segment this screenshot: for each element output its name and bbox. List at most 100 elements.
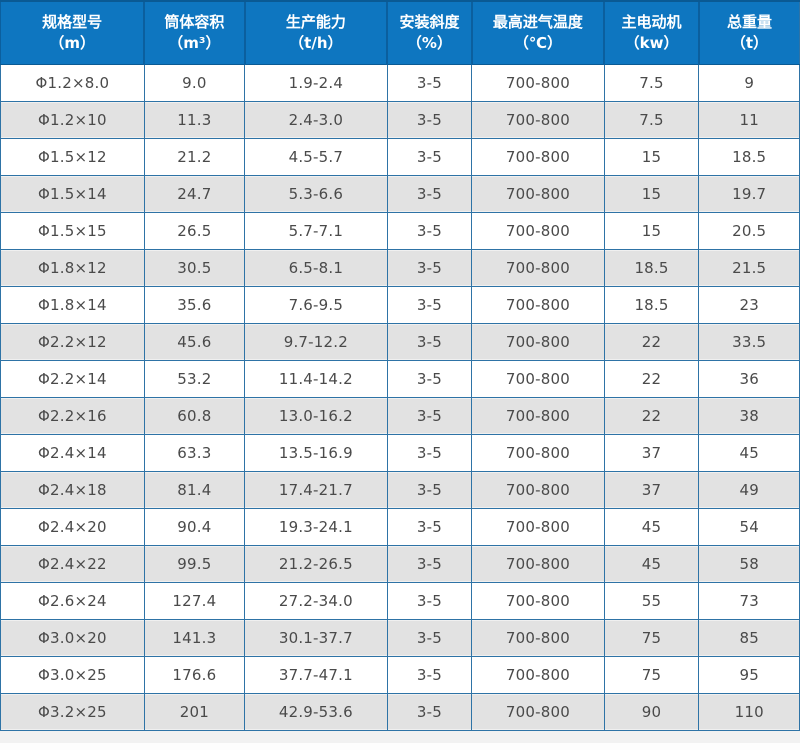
column-header-1: 筒体容积 （m³）	[143, 0, 245, 65]
table-cell: 700-800	[471, 323, 605, 361]
table-cell: 1.9-2.4	[244, 64, 388, 102]
table-cell: 13.5-16.9	[244, 434, 388, 472]
table-cell: 3-5	[386, 397, 473, 435]
table-cell: 54	[698, 508, 800, 546]
table-cell: 15	[603, 175, 700, 213]
table-cell: 90	[603, 693, 700, 731]
table-cell: 33.5	[698, 323, 800, 361]
table-cell: 19.3-24.1	[244, 508, 388, 546]
table-cell: Φ1.5×15	[0, 212, 145, 250]
table-cell: 19.7	[698, 175, 800, 213]
table-cell: 3-5	[386, 64, 473, 102]
table-cell: 55	[603, 582, 700, 620]
table-cell: Φ2.4×20	[0, 508, 145, 546]
table-cell: 9.7-12.2	[244, 323, 388, 361]
table-row-8: Φ2.2×14 53.2 11.4-14.2 3-5 700-800 22 36	[0, 360, 800, 398]
table-cell: 201	[143, 693, 246, 731]
table-cell: Φ1.5×12	[0, 138, 145, 176]
table-cell: 700-800	[471, 249, 605, 287]
table-cell: 21.2	[143, 138, 246, 176]
table-cell: 700-800	[471, 471, 605, 509]
table-cell: 18.5	[603, 286, 700, 324]
table-cell: 700-800	[471, 101, 605, 139]
table-cell: 13.0-16.2	[244, 397, 388, 435]
table-row-11: Φ2.4×18 81.4 17.4-21.7 3-5 700-800 37 49	[0, 471, 800, 509]
table-cell: 45	[698, 434, 800, 472]
table-cell: 63.3	[143, 434, 246, 472]
table-cell: 22	[603, 360, 700, 398]
table-cell: 7.6-9.5	[244, 286, 388, 324]
table-cell: 45	[603, 545, 700, 583]
table-cell: 26.5	[143, 212, 246, 250]
table-cell: 90.4	[143, 508, 246, 546]
table-cell: 75	[603, 619, 700, 657]
table-cell: 3-5	[386, 286, 473, 324]
column-title: 总重量	[726, 13, 772, 31]
table-row-12: Φ2.4×20 90.4 19.3-24.1 3-5 700-800 45 54	[0, 508, 800, 546]
table-row-16: Φ3.0×25 176.6 37.7-47.1 3-5 700-800 75 95	[0, 656, 800, 694]
table-cell: Φ3.0×25	[0, 656, 145, 694]
table-cell: 85	[698, 619, 800, 657]
table-cell: 30.5	[143, 249, 246, 287]
header-row: 规格型号 （m） 筒体容积 （m³） 生产能力 （t/h） 安装斜度 （%） 最高进气温度 （℃）…	[0, 0, 800, 65]
bottom-strip	[0, 731, 800, 743]
column-unit: （%）	[406, 34, 452, 52]
table-cell: 58	[698, 545, 800, 583]
table-row-10: Φ2.4×14 63.3 13.5-16.9 3-5 700-800 37 45	[0, 434, 800, 472]
table-cell: 11	[698, 101, 800, 139]
table-cell: Φ2.4×22	[0, 545, 145, 583]
table-cell: 700-800	[471, 434, 605, 472]
table-row-0: Φ1.2×8.0 9.0 1.9-2.4 3-5 700-800 7.5 9	[0, 64, 800, 102]
table-cell: 700-800	[471, 138, 605, 176]
table-cell: 141.3	[143, 619, 246, 657]
table-cell: 700-800	[471, 360, 605, 398]
table-cell: 2.4-3.0	[244, 101, 388, 139]
table-cell: 45	[603, 508, 700, 546]
column-unit: （℃）	[513, 34, 563, 52]
table-cell: 700-800	[471, 508, 605, 546]
table-cell: 3-5	[386, 619, 473, 657]
table-cell: Φ2.4×18	[0, 471, 145, 509]
table-cell: 700-800	[471, 693, 605, 731]
table-cell: 9	[698, 64, 800, 102]
table-row-17: Φ3.2×25 201 42.9-53.6 3-5 700-800 90 110	[0, 693, 800, 731]
table-cell: 18.5	[698, 138, 800, 176]
table-cell: 700-800	[471, 64, 605, 102]
table-cell: 110	[698, 693, 800, 731]
table-cell: 5.7-7.1	[244, 212, 388, 250]
table-cell: 5.3-6.6	[244, 175, 388, 213]
table-cell: 700-800	[471, 175, 605, 213]
table-row-4: Φ1.5×15 26.5 5.7-7.1 3-5 700-800 15 20.5	[0, 212, 800, 250]
column-header-5: 主电动机 （kw）	[603, 0, 699, 65]
table-cell: 45.6	[143, 323, 246, 361]
table-cell: Φ1.2×10	[0, 101, 145, 139]
table-cell: Φ1.8×12	[0, 249, 145, 287]
table-cell: Φ2.4×14	[0, 434, 145, 472]
table-cell: Φ1.2×8.0	[0, 64, 145, 102]
table-cell: 27.2-34.0	[244, 582, 388, 620]
table-cell: 73	[698, 582, 800, 620]
table-cell: 11.3	[143, 101, 246, 139]
table-cell: 700-800	[471, 286, 605, 324]
table-row-9: Φ2.2×16 60.8 13.0-16.2 3-5 700-800 22 38	[0, 397, 800, 435]
table-cell: 95	[698, 656, 800, 694]
table-cell: 6.5-8.1	[244, 249, 388, 287]
table-cell: Φ1.5×14	[0, 175, 145, 213]
table-cell: 3-5	[386, 582, 473, 620]
equipment-spec-table: 规格型号 （m） 筒体容积 （m³） 生产能力 （t/h） 安装斜度 （%） 最高进气温度 （℃）…	[0, 0, 800, 731]
spec-table-body: Φ1.2×8.0 9.0 1.9-2.4 3-5 700-800 7.5 9 Φ1.2×10 1…	[0, 64, 800, 731]
column-header-3: 安装斜度 （%）	[386, 0, 472, 65]
table-cell: 30.1-37.7	[244, 619, 388, 657]
table-cell: 42.9-53.6	[244, 693, 388, 731]
table-cell: 3-5	[386, 434, 473, 472]
table-cell: 36	[698, 360, 800, 398]
table-cell: 23	[698, 286, 800, 324]
table-cell: 127.4	[143, 582, 246, 620]
table-row-7: Φ2.2×12 45.6 9.7-12.2 3-5 700-800 22 33.5	[0, 323, 800, 361]
table-row-13: Φ2.4×22 99.5 21.2-26.5 3-5 700-800 45 58	[0, 545, 800, 583]
table-cell: 700-800	[471, 619, 605, 657]
table-cell: 20.5	[698, 212, 800, 250]
table-cell: 3-5	[386, 249, 473, 287]
table-row-6: Φ1.8×14 35.6 7.6-9.5 3-5 700-800 18.5 23	[0, 286, 800, 324]
